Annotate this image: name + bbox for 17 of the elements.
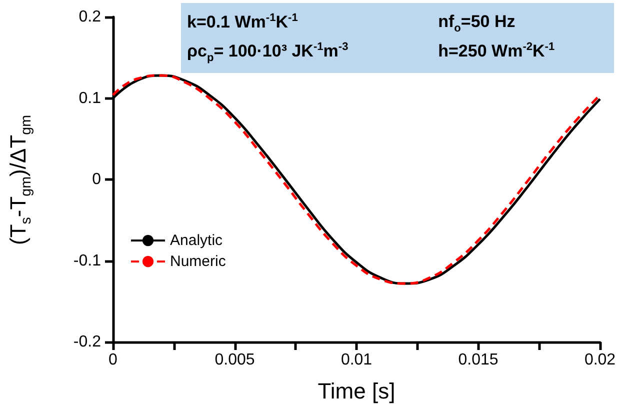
x-tick-label: 0.02 [584, 352, 616, 368]
annotation: k=0.1 Wm$^{-1}$K$^{-1}$ [186, 12, 299, 34]
x-tick-label: 0.01 [340, 352, 372, 368]
x-tick-label: 0.015 [458, 352, 498, 368]
annotation: ρc$_{p}$= 100·10³ JK$^{-1}$m$^{-3}$ [186, 40, 350, 64]
x-tick-label: 0.005 [214, 352, 255, 368]
y-tick-label: 0 [92, 171, 102, 188]
y-tick-label: 0.2 [78, 8, 102, 26]
y-tick-label: -0.2 [73, 334, 102, 350]
annotation: nf$_{o}$=50 Hz [437, 12, 516, 35]
x-axis-title: Time [s] [318, 378, 396, 404]
legend-label: Numeric [170, 253, 226, 270]
y-tick-label: 0.1 [78, 90, 102, 107]
legend-label: Analytic [170, 232, 224, 249]
annotation: h=250 Wm$^{-2}$K$^{-1}$ [437, 40, 556, 62]
x-tick-label: 0 [108, 352, 118, 368]
y-tick-label: -0.1 [73, 252, 102, 270]
